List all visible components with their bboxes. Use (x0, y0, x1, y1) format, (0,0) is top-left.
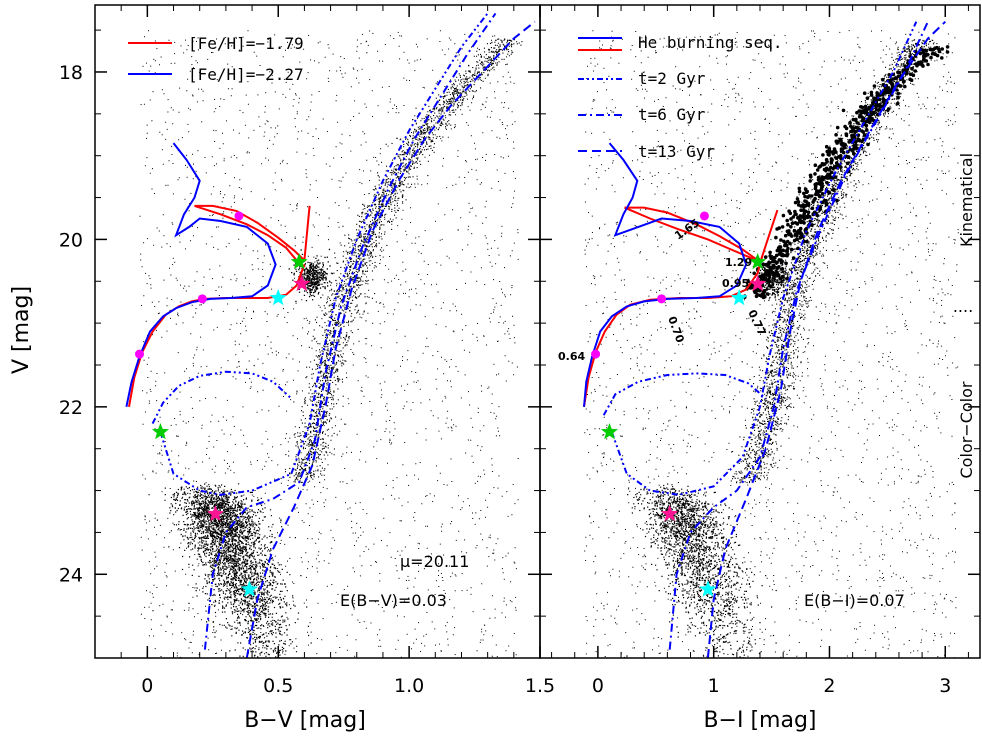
marker-circle (699, 211, 709, 221)
right-ticks: 0 1 2 3 (540, 5, 980, 697)
marker-star (600, 423, 618, 440)
y-tick-label: 20 (59, 229, 83, 251)
legend-label-he-burning: He burning seq. (638, 33, 783, 52)
annotation-mu: μ=20.11 (400, 552, 469, 571)
x-tick-label: 3 (939, 675, 951, 697)
marker-circle (197, 294, 207, 304)
series-line-blue-hb (583, 142, 748, 407)
series-line--fe-h-2-27 (125, 142, 277, 408)
x-tick-label: 1.5 (525, 675, 555, 697)
marker-star (269, 289, 287, 306)
series-line-t-2-gyr-hb (602, 372, 767, 416)
x-tick-label: 0 (592, 675, 604, 697)
marker-star (749, 253, 767, 270)
marker-star (240, 580, 258, 597)
left-markers (135, 211, 311, 597)
marker-star (749, 274, 767, 292)
marker-star (151, 423, 169, 440)
y-tick-label: 18 (59, 62, 83, 84)
right-x-axis-label: B−I [mag] (703, 708, 816, 733)
side-label-dots: .... (953, 297, 973, 316)
marker-star (699, 580, 717, 597)
y-axis-label: V [mag] (9, 286, 34, 374)
side-label-kinematical: Kinematical (957, 153, 976, 247)
marker-star (730, 289, 748, 306)
x-tick-label: 0.5 (263, 675, 293, 697)
series-line-red-hb-upper (624, 206, 759, 262)
y-tick-label: 22 (59, 397, 83, 419)
right-legend: He burning seq. t=2 Gyr t=6 Gyr t=13 Gyr (578, 33, 783, 161)
right-star-points (584, 30, 959, 658)
series-line--fe-h-1-79-upper (194, 204, 311, 263)
point-label-129: 1.29 (725, 256, 752, 269)
series-line-t-6-gyr (668, 21, 929, 650)
right-isochrones (583, 20, 946, 658)
annotation-ebv: E(B−V)=0.03 (340, 591, 447, 610)
legend-label-6gyr: t=6 Gyr (638, 105, 706, 124)
series-line--fe-h-1-79-upper2 (194, 204, 298, 261)
right-markers (591, 211, 767, 597)
legend-label-feh-227: [Fe/H]=−2.27 (188, 65, 304, 84)
x-tick-label: 1.0 (394, 675, 424, 697)
marker-star (206, 505, 224, 522)
annotation-ebi: E(B−I)=0.07 (804, 591, 905, 610)
x-tick-label: 0 (141, 675, 153, 697)
point-label-095: 0.95 (722, 277, 749, 290)
marker-star (661, 505, 679, 522)
marker-circle (135, 349, 144, 359)
field-stars (139, 30, 523, 658)
marker-circle (234, 211, 244, 221)
x-tick-label: 2 (823, 675, 835, 697)
legend-label-feh-179: [Fe/H]=−1.79 (188, 34, 304, 53)
marker-star (290, 253, 308, 270)
left-legend: [Fe/H]=−1.79 [Fe/H]=−2.27 (128, 34, 304, 84)
marker-star (293, 274, 311, 292)
left-ticks: 0 0.5 1.0 1.5 18 20 22 24 (59, 5, 555, 697)
series-line-t-6-gyr (203, 12, 497, 650)
side-label-color-color: Color−Color (957, 381, 976, 478)
x-tick-label: 1 (708, 675, 720, 697)
series-line-t-2-gyr (610, 21, 918, 496)
left-star-points (139, 30, 523, 658)
field-stars (584, 30, 959, 658)
series-line-t-13-gyr (245, 20, 536, 658)
series-line-t-13-gyr (706, 20, 946, 658)
marker-circle (591, 349, 601, 359)
legend-label-13gyr: t=13 Gyr (638, 142, 715, 161)
point-label-064: 0.64 (558, 350, 585, 363)
left-x-axis-label: B−V [mag] (244, 708, 366, 733)
kinematical-stars (742, 45, 950, 300)
legend-label-2gyr: t=2 Gyr (638, 69, 706, 88)
y-tick-label: 24 (59, 564, 83, 586)
marker-circle (657, 294, 667, 304)
